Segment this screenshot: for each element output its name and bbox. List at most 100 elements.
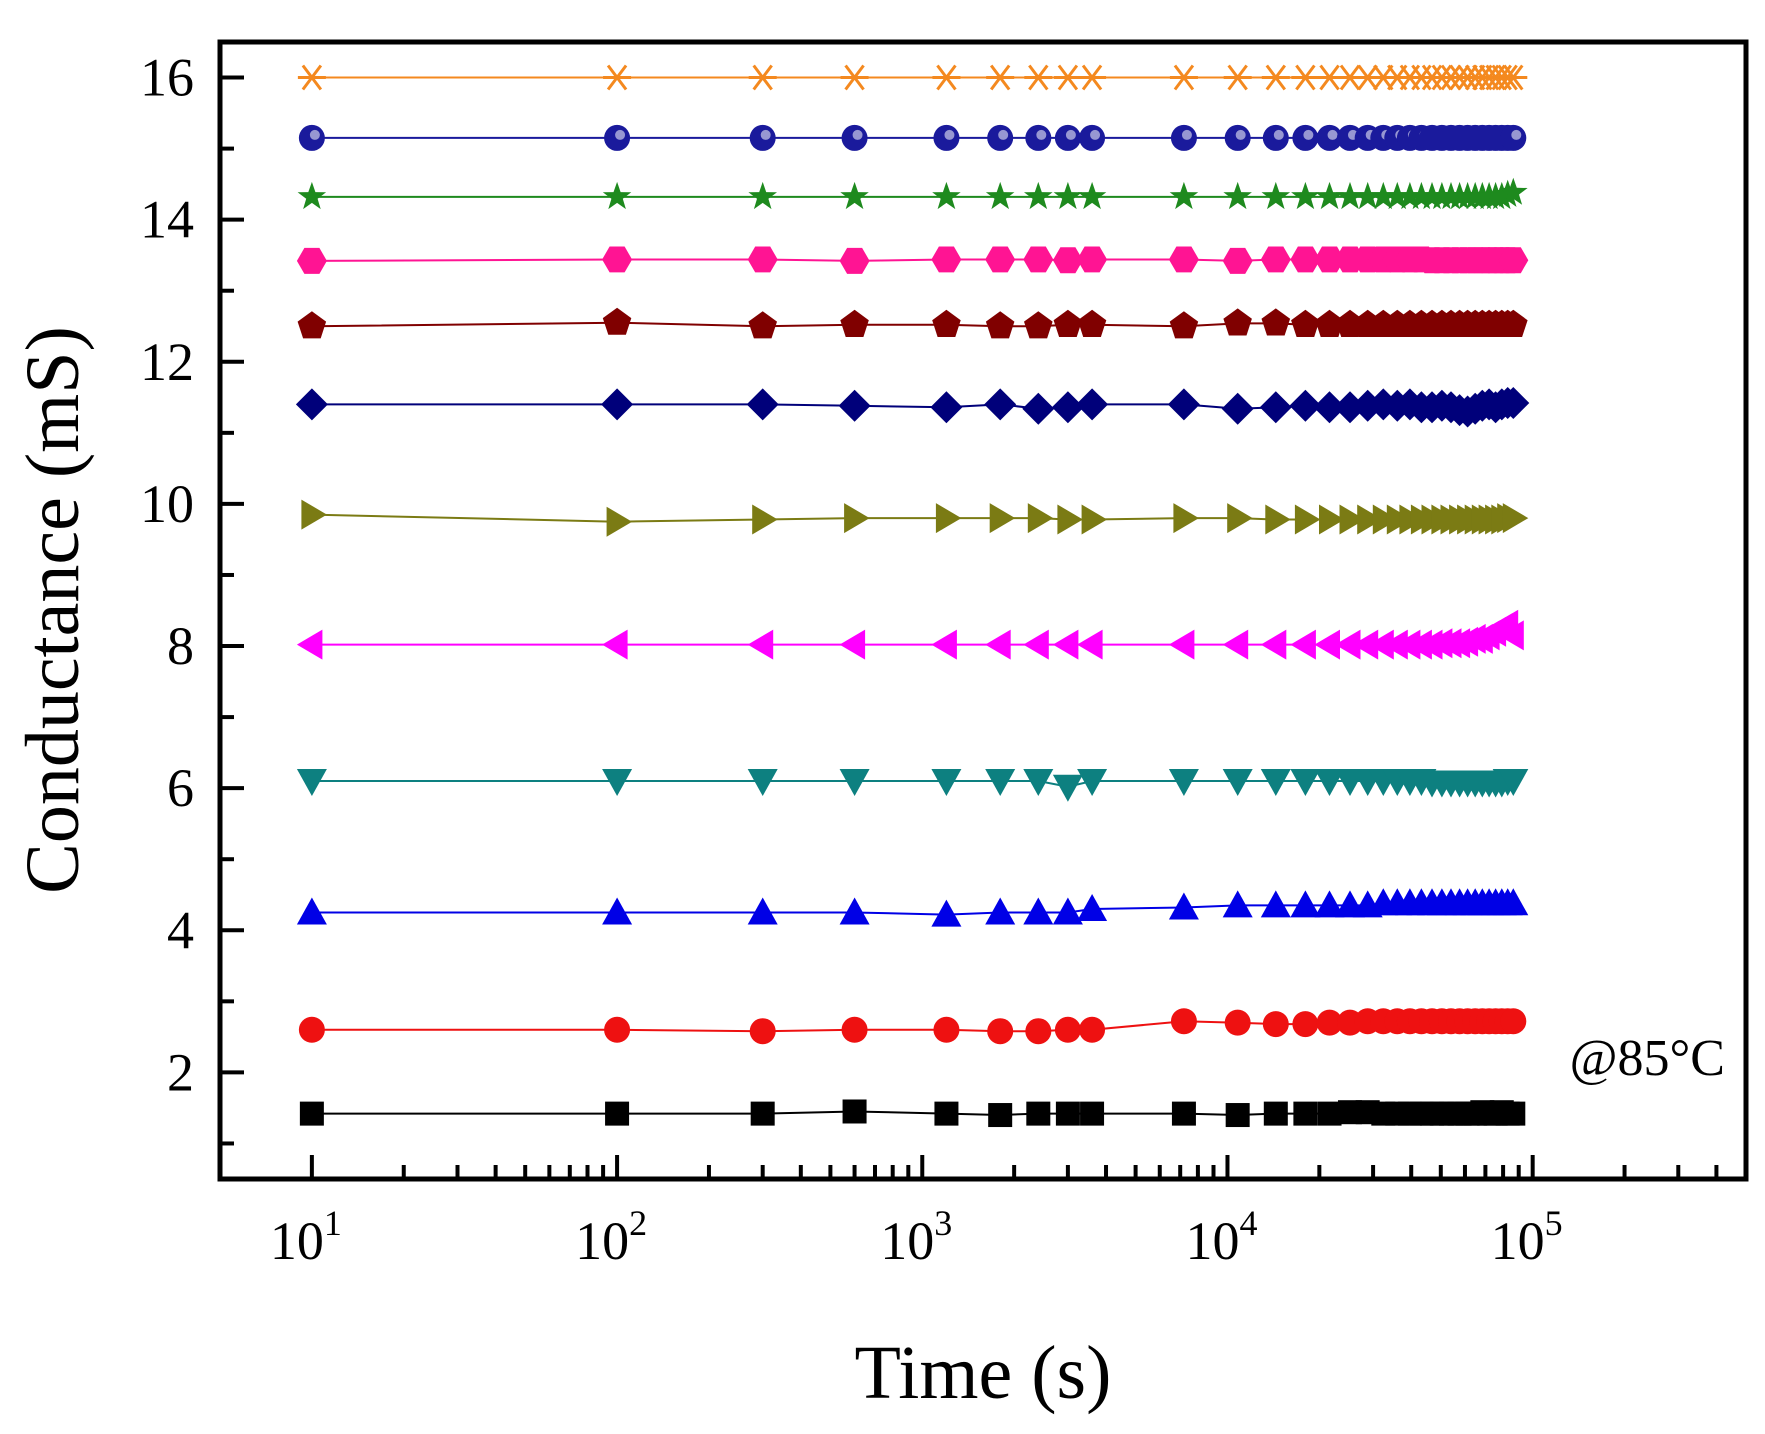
data-point <box>984 388 1017 421</box>
data-point <box>1023 629 1049 660</box>
data-point <box>1227 503 1253 534</box>
data-point <box>985 246 1016 273</box>
data-point <box>1052 897 1083 925</box>
data-point-highlight <box>944 129 955 140</box>
data-point <box>1290 246 1321 273</box>
data-point <box>1369 181 1398 210</box>
data-point <box>1023 897 1054 925</box>
data-point <box>930 391 963 424</box>
data-point <box>1222 769 1253 796</box>
data-point <box>1291 181 1320 210</box>
x-tick-base: 10 <box>880 1211 934 1271</box>
data-point <box>1498 620 1524 651</box>
data-point <box>1053 64 1082 91</box>
data-point <box>1314 769 1345 796</box>
series-state-15 <box>298 124 1527 151</box>
data-point <box>748 181 777 210</box>
data-point <box>747 769 778 796</box>
data-point <box>1353 181 1382 210</box>
series-state-4 <box>296 888 1529 927</box>
data-point-highlight <box>852 129 863 140</box>
data-point <box>1314 890 1345 918</box>
data-point <box>1260 246 1291 273</box>
x-tick-label: 104 <box>1185 1203 1257 1271</box>
x-tick-label: 105 <box>1491 1203 1563 1271</box>
data-point <box>1292 1011 1319 1038</box>
data-point <box>604 1016 631 1043</box>
temperature-annotation: @85°C <box>1570 1030 1725 1087</box>
data-point <box>1290 769 1321 796</box>
data-point <box>1368 629 1394 660</box>
data-point <box>1289 389 1322 422</box>
data-point <box>1167 388 1200 421</box>
data-point <box>1260 629 1287 660</box>
data-point <box>985 897 1016 925</box>
data-point <box>1501 1101 1526 1126</box>
data-point <box>1407 181 1436 210</box>
data-point <box>985 181 1015 210</box>
data-point <box>296 897 327 925</box>
data-point <box>988 1103 1013 1128</box>
data-point-highlight <box>1273 129 1284 140</box>
data-point <box>1221 392 1254 425</box>
data-point <box>1057 504 1083 535</box>
data-point-highlight <box>998 129 1009 140</box>
data-point <box>1022 392 1055 425</box>
data-point <box>1081 504 1108 535</box>
x-tick-exponent: 2 <box>629 1203 647 1243</box>
data-point <box>1223 64 1252 91</box>
data-point <box>1290 890 1321 918</box>
data-point <box>605 1101 630 1126</box>
data-point-highlight <box>1511 129 1522 140</box>
data-point <box>296 629 323 660</box>
data-point <box>1499 64 1528 91</box>
data-point <box>932 309 961 337</box>
data-point <box>1265 504 1291 535</box>
data-point <box>1025 1018 1052 1045</box>
x-tick-exponent: 5 <box>1545 1203 1563 1243</box>
data-point <box>1024 311 1053 339</box>
data-point <box>1223 181 1252 210</box>
data-point <box>1052 774 1083 802</box>
data-point <box>1051 391 1084 424</box>
data-point <box>839 769 870 796</box>
y-tick-label: 4 <box>167 900 194 960</box>
data-point <box>1260 769 1291 796</box>
data-point <box>1498 247 1529 274</box>
data-point <box>1259 391 1292 424</box>
x-tick-label: 102 <box>575 1203 647 1271</box>
data-point <box>1052 247 1083 274</box>
data-point <box>748 64 777 91</box>
data-point <box>1023 246 1054 273</box>
data-point <box>1168 246 1199 273</box>
data-point <box>1290 629 1316 660</box>
data-point <box>1372 504 1399 535</box>
data-point <box>602 629 628 660</box>
data-point-highlight <box>1036 129 1047 140</box>
y-tick-label: 14 <box>140 190 194 250</box>
data-point <box>844 503 870 534</box>
data-point <box>1077 309 1107 337</box>
data-point <box>1224 1009 1251 1036</box>
y-tick-label: 16 <box>140 48 194 108</box>
data-point <box>1315 181 1344 210</box>
data-point <box>839 897 870 925</box>
data-point <box>931 769 962 796</box>
data-point <box>296 247 327 274</box>
data-point <box>752 504 778 535</box>
data-point <box>931 629 957 660</box>
series-state-13 <box>296 246 1529 274</box>
data-point <box>1053 309 1083 337</box>
data-point <box>933 1016 960 1043</box>
data-point <box>1077 769 1108 796</box>
x-tick-base: 10 <box>1491 1211 1545 1271</box>
data-point <box>1497 387 1530 419</box>
data-point <box>749 1018 776 1045</box>
data-point <box>1291 64 1320 91</box>
data-point <box>1498 769 1529 796</box>
data-point <box>1222 890 1253 918</box>
series-state-6 <box>296 769 1529 802</box>
y-tick-label: 6 <box>167 758 194 818</box>
data-point <box>1077 894 1108 921</box>
